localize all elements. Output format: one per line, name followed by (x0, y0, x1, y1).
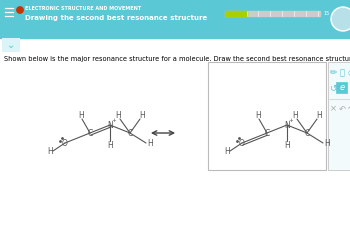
Text: C: C (304, 128, 310, 138)
Circle shape (17, 7, 23, 13)
Text: H: H (147, 139, 153, 149)
Text: N: N (107, 121, 113, 129)
Bar (328, 62, 350, 170)
Text: +: + (112, 117, 116, 123)
Text: 15: 15 (323, 11, 329, 16)
Text: ↷: ↷ (348, 105, 350, 113)
Text: O: O (62, 139, 68, 147)
Text: N: N (284, 121, 290, 129)
Text: H: H (115, 110, 121, 120)
Circle shape (331, 7, 350, 31)
Text: C: C (127, 128, 133, 138)
Bar (0, 0, 350, 38)
Text: ELECTRONIC STRUCTURE AND MOVEMENT: ELECTRONIC STRUCTURE AND MOVEMENT (25, 7, 141, 11)
Text: ✏: ✏ (329, 69, 337, 77)
Bar (225, 11, 247, 16)
Text: e: e (340, 84, 344, 92)
Text: ×: × (329, 105, 336, 113)
Text: ⌄: ⌄ (7, 40, 15, 50)
Text: C: C (264, 128, 270, 138)
Text: ↺: ↺ (329, 84, 337, 92)
Text: H: H (224, 147, 230, 157)
Text: H: H (324, 139, 330, 149)
Text: H: H (316, 110, 322, 120)
Text: H: H (255, 110, 261, 120)
Text: Shown below is the major resonance structure for a molecule. Draw the second bes: Shown below is the major resonance struc… (4, 56, 350, 62)
Bar (225, 11, 320, 16)
Bar (2, 38, 20, 52)
Text: H: H (284, 140, 290, 150)
Bar (208, 62, 326, 170)
Text: ⛓: ⛓ (340, 69, 344, 77)
Text: H: H (139, 110, 145, 120)
Text: O: O (239, 139, 245, 147)
Bar (336, 82, 347, 93)
Text: C: C (88, 128, 93, 138)
Text: H: H (292, 110, 298, 120)
Circle shape (332, 8, 350, 29)
Text: H: H (47, 147, 53, 157)
Text: ○: ○ (347, 69, 350, 77)
Text: +: + (289, 117, 293, 123)
Text: H: H (78, 110, 84, 120)
Text: Drawing the second best resonance structure: Drawing the second best resonance struct… (25, 15, 207, 21)
Text: ↶: ↶ (338, 105, 345, 113)
Text: H: H (107, 140, 113, 150)
